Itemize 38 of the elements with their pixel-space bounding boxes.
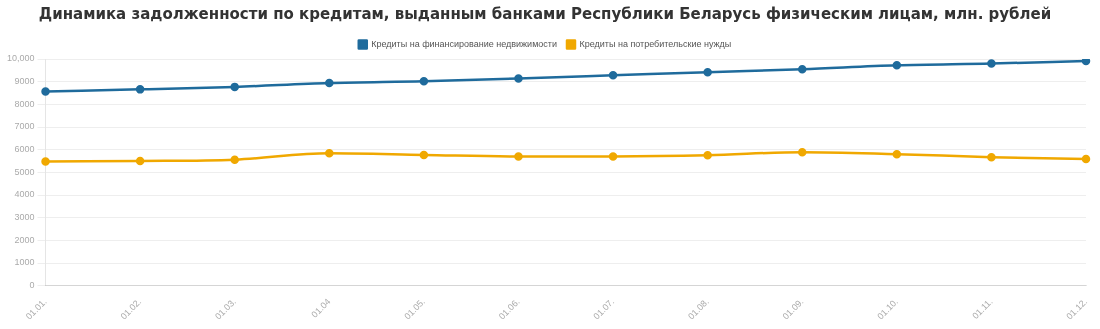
y-tick-label: 9000 [14,76,35,87]
y-tick-label: 4000 [14,189,35,200]
point [230,82,239,92]
point [703,67,712,77]
point [1081,59,1091,66]
y-tick-label: 8000 [14,98,35,109]
point [135,156,145,166]
y-tick-label: 3000 [14,212,35,223]
point [135,85,145,94]
y-tick-label: 6000 [14,144,35,155]
point [1081,154,1091,164]
point [41,157,50,166]
point [608,152,618,161]
chart-title: Динамика задолженности по кредитам, выданным банками Республики Беларусь физическим лицам, млн. рублей [38,4,1052,23]
point [892,61,902,70]
point [608,71,618,80]
point [325,149,334,158]
point [419,76,429,86]
legend-label: Кредиты на финансирование недвижимости [371,38,558,49]
point [987,59,996,68]
point [892,149,902,159]
point [987,152,996,162]
point [797,64,807,74]
y-tick-label: 7000 [14,121,35,132]
point [325,78,334,88]
point [41,87,50,96]
point [797,147,807,157]
point [703,151,712,160]
point [514,152,523,161]
point [514,74,523,83]
y-tick-label: 10,000 [7,53,35,64]
legend-label: Кредиты на потребительские нужды [579,38,732,49]
y-tick-label: 0 [29,280,35,291]
y-tick-label: 2000 [14,234,35,245]
y-tick-label: 5000 [14,166,35,177]
y-tick-label: 1000 [14,257,35,268]
point [419,150,429,160]
point [230,155,239,164]
